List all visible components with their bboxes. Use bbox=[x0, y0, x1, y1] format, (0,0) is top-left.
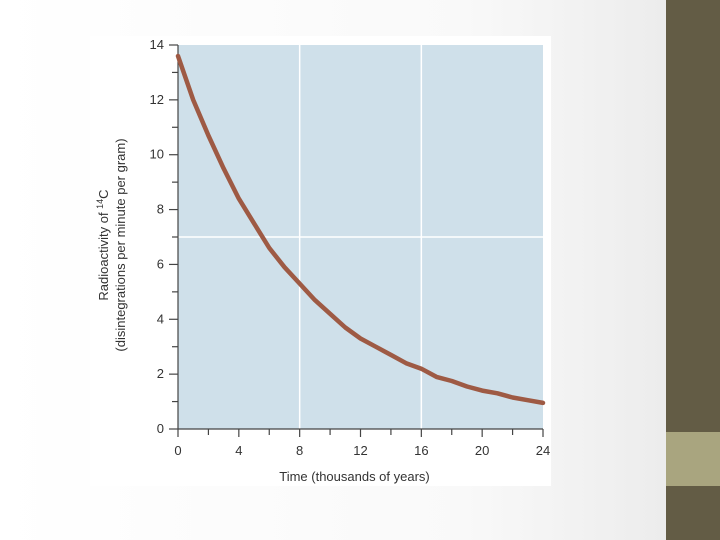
decay-curve-line bbox=[175, 53, 546, 406]
y-axis-isotope-mass: 14 bbox=[95, 199, 105, 209]
x-tick-label-20: 20 bbox=[475, 443, 489, 458]
grid-lines bbox=[178, 45, 543, 429]
y-axis-title-text: Radioactivity of bbox=[96, 209, 111, 301]
x-tick-label-24: 24 bbox=[536, 443, 550, 458]
chart-figure: 0 4 8 12 16 20 24 0 2 4 6 8 10 12 14 Time (thousands o… bbox=[90, 36, 551, 486]
side-bar-top bbox=[666, 0, 720, 432]
y-tick-label-2: 2 bbox=[157, 366, 164, 381]
y-tick-label-6: 6 bbox=[157, 256, 164, 271]
y-axis-subtitle: (disintegrations per minute per gram) bbox=[113, 138, 128, 351]
y-tick-label-4: 4 bbox=[157, 311, 164, 326]
y-tick-label-0: 0 bbox=[157, 421, 164, 436]
y-axis-isotope-symbol: C bbox=[96, 189, 111, 198]
y-tick-label-8: 8 bbox=[157, 202, 164, 217]
x-tick-label-12: 12 bbox=[353, 443, 367, 458]
side-bar-bottom bbox=[666, 486, 720, 540]
side-bar-accent bbox=[666, 432, 720, 486]
x-axis-title: Time (thousands of years) bbox=[279, 469, 430, 484]
y-tick-label-10: 10 bbox=[150, 147, 164, 162]
y-tick-label-14: 14 bbox=[150, 37, 164, 52]
y-axis-title: Radioactivity of 14C bbox=[95, 189, 111, 300]
y-tick-label-12: 12 bbox=[150, 92, 164, 107]
x-tick-label-8: 8 bbox=[296, 443, 303, 458]
x-tick-label-16: 16 bbox=[414, 443, 428, 458]
x-tick-label-0: 0 bbox=[174, 443, 181, 458]
x-tick-label-4: 4 bbox=[235, 443, 242, 458]
